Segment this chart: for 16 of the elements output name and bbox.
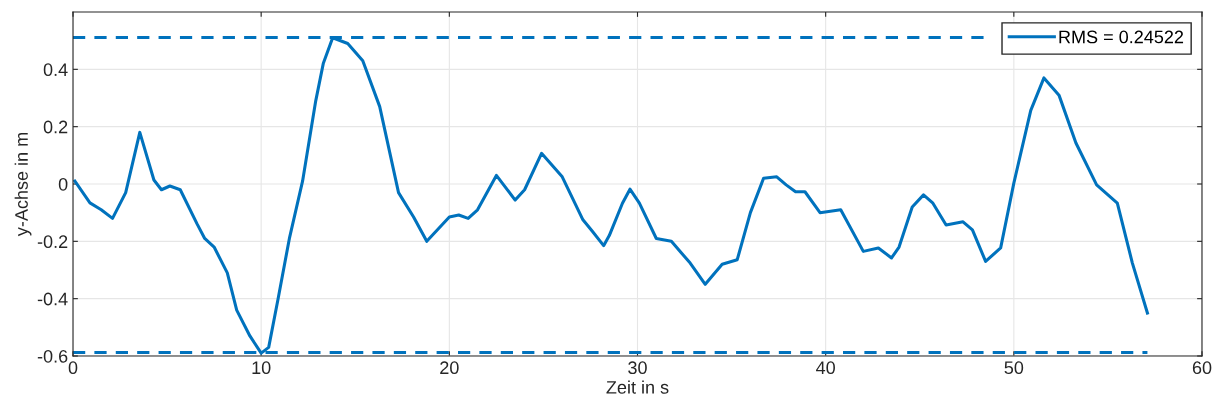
x-tick-label: 20 xyxy=(440,361,459,375)
x-tick-label: 50 xyxy=(1004,361,1024,375)
y-tick-label: 0 xyxy=(58,177,68,191)
y-tick-label: -0.2 xyxy=(37,235,68,249)
x-tick-label: 0 xyxy=(68,361,78,375)
y-tick-label: -0.6 xyxy=(37,349,68,363)
x-tick-label: 40 xyxy=(816,361,835,375)
y-tick-label: 0.4 xyxy=(43,63,68,77)
y-tick-label: -0.4 xyxy=(37,292,68,306)
legend-label: RMS = 0.24522 xyxy=(1059,30,1184,44)
x-axis-title: Zeit in s xyxy=(606,380,669,394)
x-tick-label: 10 xyxy=(252,361,271,375)
y-tick-label: 0.2 xyxy=(43,120,68,134)
x-tick-label: 60 xyxy=(1192,361,1212,375)
x-tick-label: 30 xyxy=(628,361,647,375)
y-axis-title: y-Achse in m xyxy=(14,133,32,237)
